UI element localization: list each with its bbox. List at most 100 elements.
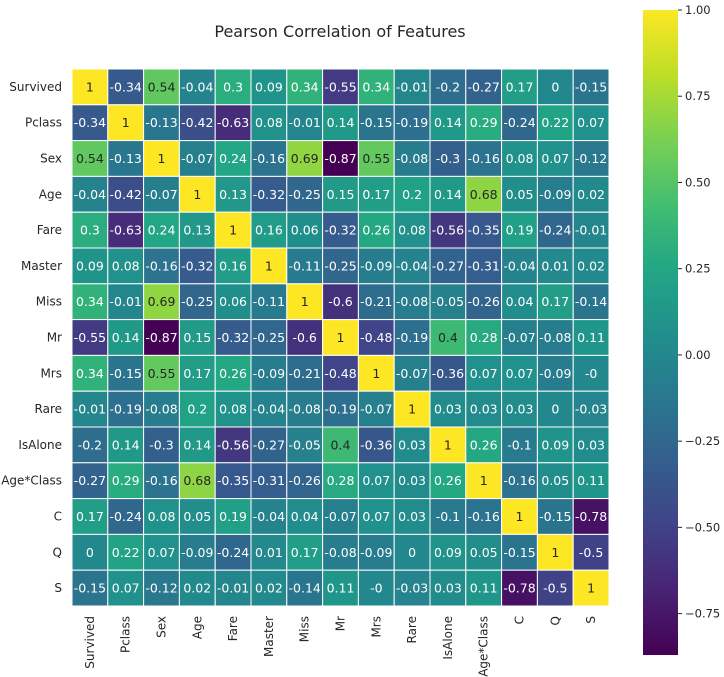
x-tick-label: Age — [190, 616, 204, 639]
x-tick-label: Master — [262, 616, 276, 657]
heatmap-cell — [71, 462, 109, 500]
cell-value-label: 1 — [408, 402, 416, 417]
cell-value-label: -0.08 — [289, 402, 321, 417]
cell-value-label: -0.09 — [181, 545, 213, 560]
heatmap-cell — [572, 426, 610, 464]
heatmap-cell — [71, 247, 109, 285]
colorbar-tick-label: −0.50 — [685, 520, 720, 534]
cell-value-label: -0.08 — [145, 402, 177, 417]
heatmap-cell — [71, 211, 109, 249]
cell-value-label: -0.56 — [217, 437, 249, 452]
cell-value-label: -0.15 — [74, 581, 106, 596]
cell-value-label: 0.13 — [219, 187, 247, 202]
x-tick-label: Sex — [155, 616, 169, 638]
cell-value-label: 0.14 — [434, 187, 462, 202]
heatmap-cell — [322, 498, 359, 535]
heatmap-cell — [107, 319, 145, 356]
cell-value-label: 0.2 — [402, 187, 422, 202]
cell-value-label: 0.07 — [470, 366, 498, 381]
cell-value-label: -0.48 — [360, 330, 392, 345]
heatmap-cell — [572, 569, 610, 607]
cell-value-label: 0.02 — [577, 187, 605, 202]
x-tick-labels: Survived Pclass Sex Age Fare Master Miss Mr Mrs R… — [83, 616, 598, 677]
cell-value-label: 0.05 — [470, 545, 498, 560]
heatmap-cell — [501, 462, 538, 500]
cell-value-label: 1 — [516, 509, 524, 524]
y-tick-label: Miss — [36, 295, 62, 309]
cell-value-label: 0.14 — [112, 437, 140, 452]
colorbar: 1.00 0.75 0.50 0.25 0.00 −0.25 −0.50 −0.75 — [643, 3, 720, 655]
cell-value-label: 0.09 — [255, 79, 283, 94]
cell-value-label: -0.42 — [110, 187, 142, 202]
heatmap-cell — [286, 319, 324, 356]
heatmap-cell — [250, 68, 288, 106]
cell-value-label: -0.25 — [289, 187, 321, 202]
cell-value-label: -0.24 — [539, 223, 571, 238]
cell-value-label: 0.09 — [434, 545, 462, 560]
cell-value-label: 0.07 — [362, 473, 390, 488]
heatmap-cell — [214, 175, 252, 213]
y-tick-label: Age*Class — [1, 474, 62, 488]
x-tick-label: Mrs — [369, 616, 383, 638]
cell-value-label: 0.04 — [291, 509, 319, 524]
heatmap-cell — [250, 140, 288, 177]
cell-value-label: -0.03 — [396, 581, 428, 596]
cell-value-label: 0.68 — [183, 473, 211, 488]
cell-value-label: -0.24 — [217, 545, 249, 560]
cell-value-label: 0.08 — [112, 258, 140, 273]
heatmap-cell — [250, 426, 288, 464]
heatmap-cell — [178, 247, 216, 285]
cell-value-label: -0.63 — [110, 223, 142, 238]
heatmap-cell — [286, 354, 324, 392]
cell-value-label: -0.87 — [145, 330, 177, 345]
cell-value-label: -0.15 — [575, 79, 607, 94]
cell-value-label: -0.04 — [253, 402, 285, 417]
heatmap-cell — [143, 354, 180, 392]
cell-value-label: -0.07 — [324, 509, 356, 524]
cell-value-label: -0.04 — [74, 187, 106, 202]
heatmap-cell — [322, 211, 359, 249]
cell-value-label: -0.5 — [543, 581, 567, 596]
cell-value-label: 0.3 — [80, 223, 100, 238]
cell-value-label: 0.28 — [327, 473, 355, 488]
cell-value-label: 1 — [158, 151, 166, 166]
cell-value-label: 0.54 — [148, 79, 176, 94]
heatmap-cell — [357, 211, 395, 249]
cell-value-label: 1 — [480, 473, 488, 488]
heatmap-cell — [501, 247, 538, 285]
heatmap-cell — [357, 175, 395, 213]
cell-value-label: -0.19 — [110, 402, 142, 417]
cell-value-label: 0.29 — [112, 473, 140, 488]
cell-value-label: 0.17 — [362, 187, 390, 202]
cell-value-label: 0.14 — [183, 437, 211, 452]
cell-value-label: -0.2 — [78, 437, 102, 452]
cell-value-label: 0.03 — [398, 473, 426, 488]
cell-value-label: -0.09 — [539, 366, 571, 381]
cell-value-label: 0.11 — [577, 473, 605, 488]
heatmap-cell — [250, 247, 288, 285]
heatmap-cell — [286, 140, 324, 177]
heatmap-cell — [429, 175, 467, 213]
heatmap-cell — [501, 569, 538, 607]
cell-value-label: -0.26 — [468, 294, 500, 309]
cell-value-label: 0.02 — [255, 581, 283, 596]
heatmap-cell — [465, 426, 503, 464]
cell-value-label: 0.06 — [291, 223, 319, 238]
cell-value-label: 0.07 — [362, 509, 390, 524]
cell-value-label: -0.03 — [575, 402, 607, 417]
cell-value-label: 0.15 — [183, 330, 211, 345]
x-tick-label: Survived — [83, 616, 97, 669]
heatmap-cell — [322, 175, 359, 213]
heatmap-cell — [143, 247, 180, 285]
cell-value-label: -0.07 — [145, 187, 177, 202]
cell-value-label: 0.03 — [506, 402, 534, 417]
heatmap-cell — [107, 247, 145, 285]
cell-value-label: 0 — [408, 545, 416, 560]
cell-value-label: -0.27 — [468, 79, 500, 94]
cell-value-label: -0.31 — [253, 473, 285, 488]
cell-value-label: -0.19 — [396, 330, 428, 345]
cell-value-label: -0.32 — [181, 258, 213, 273]
heatmap-cell — [322, 68, 359, 106]
cell-value-label: -0.04 — [181, 79, 213, 94]
